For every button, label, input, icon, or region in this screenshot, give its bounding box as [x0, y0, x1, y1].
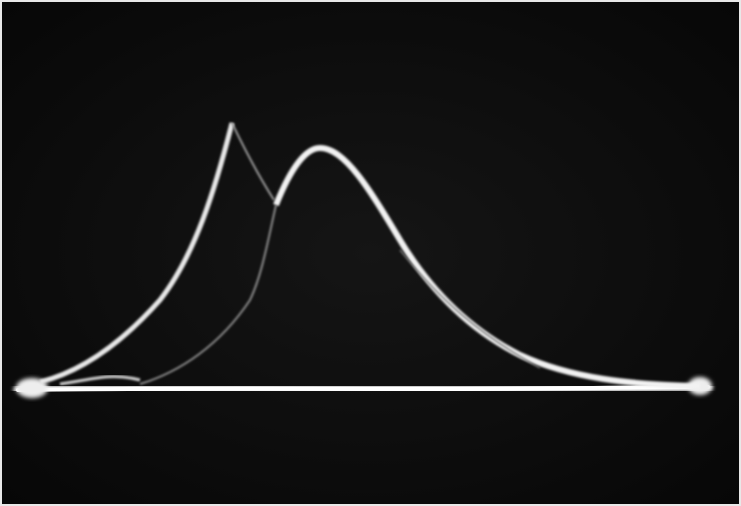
baseline-core: [16, 385, 710, 392]
second-peak-faint-rise: [139, 204, 277, 385]
first-peak-rise: [39, 122, 235, 385]
lower-loop: [59, 375, 141, 386]
first-peak-fall: [231, 122, 275, 201]
second-peak: [273, 144, 701, 389]
second-peak-shadow: [399, 249, 541, 369]
trace-start-spot: [16, 378, 48, 398]
